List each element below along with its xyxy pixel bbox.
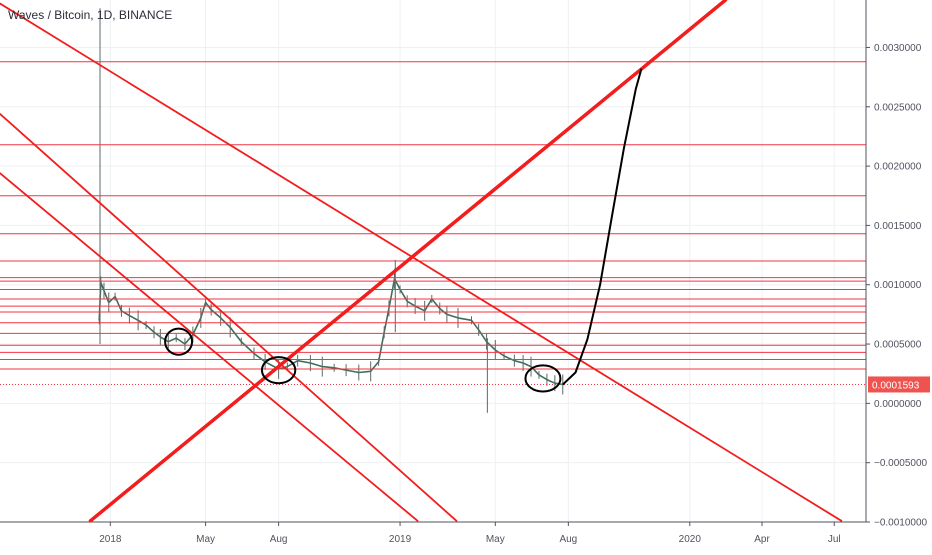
x-tick-label: 2020 bbox=[679, 534, 702, 545]
x-tick-label: 2019 bbox=[389, 534, 412, 545]
descending-trend-line bbox=[0, 172, 419, 522]
y-tick-label: −0.0010000 bbox=[874, 518, 928, 529]
highlight-ellipses[interactable] bbox=[164, 327, 562, 393]
y-axis-background bbox=[866, 0, 932, 550]
x-tick-label: Jul bbox=[828, 534, 841, 545]
symbol-title: Waves / Bitcoin, 1D, BINANCE bbox=[8, 8, 173, 22]
horizontal-levels[interactable] bbox=[0, 61, 866, 386]
last-price-label: 0.0001593 bbox=[872, 380, 920, 391]
y-tick-label: 0.0030000 bbox=[874, 43, 922, 54]
y-tick-label: 0.0005000 bbox=[874, 340, 922, 351]
x-tick-label: Aug bbox=[270, 534, 288, 545]
y-tick-label: 0.0020000 bbox=[874, 162, 922, 173]
x-tick-label: Aug bbox=[559, 534, 577, 545]
ascending-trend-line bbox=[88, 0, 728, 523]
highlight-ellipse bbox=[524, 364, 562, 393]
y-tick-label: 0.0025000 bbox=[874, 102, 922, 113]
projection-curve-path bbox=[562, 68, 643, 386]
highlight-ellipse bbox=[260, 356, 297, 385]
y-tick-label: −0.0005000 bbox=[874, 458, 928, 469]
x-axis: 2018 May Aug 2019 May Aug 2020 Apr Jul bbox=[0, 521, 866, 545]
y-tick-label: 0.0000000 bbox=[874, 399, 922, 410]
x-tick-label: Apr bbox=[754, 534, 770, 545]
trend-lines[interactable] bbox=[0, 0, 843, 523]
descending-trend-line bbox=[0, 2, 843, 522]
last-price-badge bbox=[868, 376, 930, 393]
x-tick-label: May bbox=[196, 534, 215, 545]
y-tick-label: 0.0010000 bbox=[874, 280, 922, 291]
y-tick-label: 0.0015000 bbox=[874, 221, 922, 232]
x-tick-label: 2018 bbox=[99, 534, 122, 545]
projection-curve[interactable] bbox=[562, 68, 643, 386]
descending-trend-line bbox=[0, 112, 458, 522]
x-tick-label: May bbox=[486, 534, 505, 545]
highlight-ellipse bbox=[164, 327, 194, 356]
y-axis: 0.0030000 0.0025000 0.0020000 0.0015000 0.00… bbox=[865, 0, 932, 550]
